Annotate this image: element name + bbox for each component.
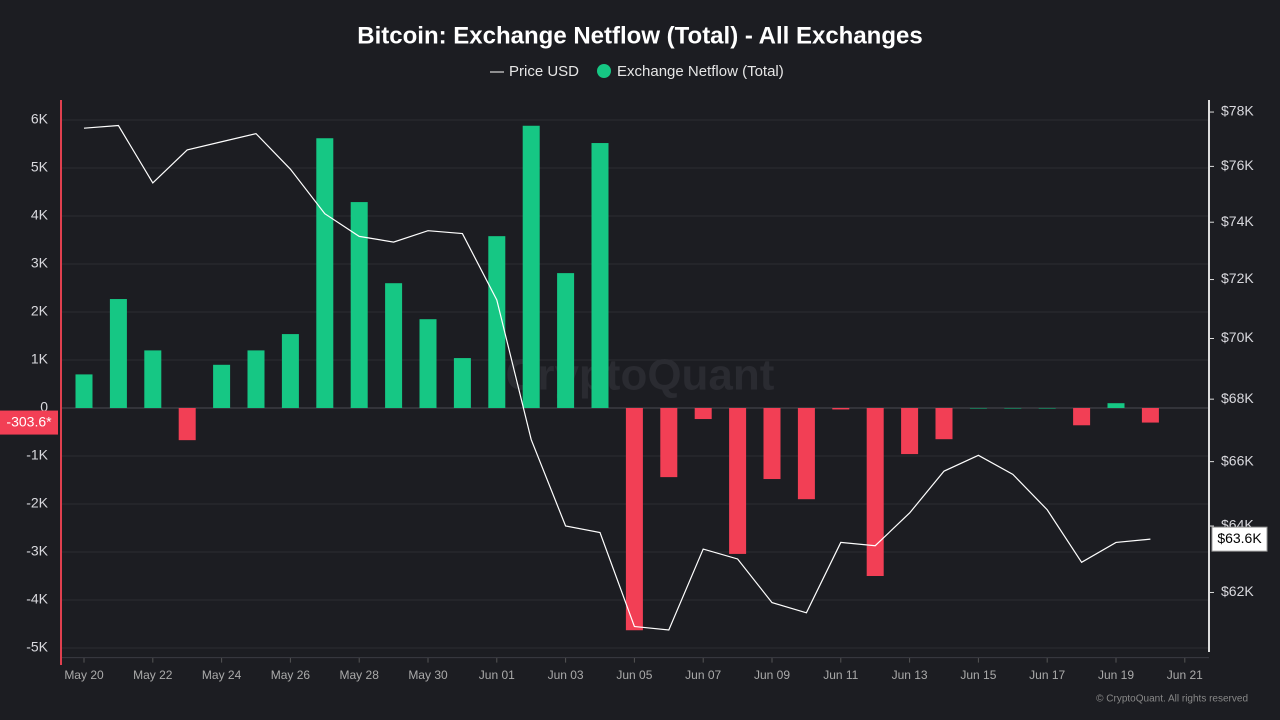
bar bbox=[213, 364, 231, 408]
watermark: CryptoQuant bbox=[506, 351, 775, 400]
bar bbox=[625, 408, 643, 631]
bar bbox=[591, 143, 609, 409]
bar bbox=[178, 408, 196, 441]
bar bbox=[109, 299, 127, 408]
x-tick-label: May 28 bbox=[340, 668, 380, 682]
x-tick-label: Jun 13 bbox=[892, 668, 928, 682]
bar bbox=[281, 334, 299, 408]
legend-label: Exchange Netflow (Total) bbox=[617, 63, 784, 80]
y-tick-label: 2K bbox=[31, 303, 49, 319]
legend: Price USD Exchange Netflow (Total) bbox=[490, 63, 784, 80]
y2-tick-label: $72K bbox=[1221, 270, 1254, 286]
x-tick-label: Jun 05 bbox=[616, 668, 652, 682]
y-tick-label: 4K bbox=[31, 207, 49, 223]
bar bbox=[1073, 408, 1091, 426]
bar bbox=[247, 350, 265, 408]
bar bbox=[935, 408, 953, 440]
x-tick-label: Jun 03 bbox=[548, 668, 584, 682]
bar bbox=[969, 408, 987, 409]
legend-label: Price USD bbox=[509, 63, 579, 80]
y-tick-label: 5K bbox=[31, 159, 49, 175]
bar bbox=[385, 283, 403, 408]
bar bbox=[453, 358, 471, 408]
current-price-label: $63.6K bbox=[1217, 530, 1262, 546]
legend-swatch bbox=[597, 64, 611, 78]
bar bbox=[1141, 408, 1159, 423]
bar bbox=[350, 202, 368, 408]
y-tick-label: 3K bbox=[31, 255, 49, 271]
x-tick-label: Jun 17 bbox=[1029, 668, 1065, 682]
x-tick-label: Jun 15 bbox=[960, 668, 996, 682]
y2-tick-label: $66K bbox=[1221, 452, 1254, 468]
current-price-tag bbox=[1211, 526, 1268, 552]
x-tick-label: Jun 01 bbox=[479, 668, 515, 682]
current-bar-tag bbox=[0, 410, 58, 435]
bar bbox=[866, 408, 884, 576]
price-line bbox=[83, 124, 1151, 631]
y2-tick-label: $70K bbox=[1221, 329, 1254, 345]
y-tick-label: -2K bbox=[26, 495, 48, 511]
current-bar-label: -303.6* bbox=[6, 413, 52, 429]
bar bbox=[694, 408, 712, 420]
y-tick-label: 0 bbox=[40, 399, 48, 415]
bar bbox=[1038, 408, 1056, 409]
bar bbox=[901, 408, 919, 455]
bar bbox=[1107, 403, 1125, 408]
x-tick-label: May 26 bbox=[271, 668, 311, 682]
bar bbox=[488, 236, 506, 408]
x-tick-label: Jun 19 bbox=[1098, 668, 1134, 682]
bar bbox=[316, 138, 334, 409]
bar bbox=[797, 408, 815, 500]
x-tick-label: May 22 bbox=[133, 668, 173, 682]
y-tick-label: -5K bbox=[26, 639, 48, 655]
bar bbox=[522, 125, 540, 408]
bar bbox=[1004, 408, 1022, 409]
y2-tick-label: $62K bbox=[1221, 583, 1254, 599]
y-tick-label: -3K bbox=[26, 543, 48, 559]
bar bbox=[660, 408, 678, 478]
bar bbox=[75, 374, 93, 408]
x-tick-label: Jun 09 bbox=[754, 668, 790, 682]
bar bbox=[419, 319, 437, 408]
bar bbox=[832, 408, 850, 410]
x-tick-label: May 24 bbox=[202, 668, 242, 682]
y-tick-label: -4K bbox=[26, 591, 48, 607]
bar bbox=[557, 273, 575, 408]
y2-tick-label: $68K bbox=[1221, 390, 1254, 406]
bar bbox=[144, 350, 162, 408]
y2-tick-label: $76K bbox=[1221, 157, 1254, 173]
y-tick-label: 6K bbox=[31, 111, 49, 127]
x-tick-label: May 30 bbox=[408, 668, 448, 682]
y-tick-label: -1K bbox=[26, 447, 48, 463]
x-tick-label: Jun 11 bbox=[823, 668, 858, 682]
x-tick-label: Jun 07 bbox=[685, 668, 721, 682]
y2-tick-label: $74K bbox=[1221, 213, 1254, 229]
bar bbox=[729, 408, 747, 554]
y-tick-label: 1K bbox=[31, 351, 49, 367]
x-tick-label: May 20 bbox=[64, 668, 104, 682]
y2-tick-label: $78K bbox=[1221, 103, 1254, 119]
bar bbox=[763, 408, 781, 480]
copyright: © CryptoQuant. All rights reserved bbox=[1096, 694, 1248, 705]
x-tick-label: Jun 21 bbox=[1167, 668, 1203, 682]
chart-title: Bitcoin: Exchange Netflow (Total) - All … bbox=[357, 22, 922, 49]
